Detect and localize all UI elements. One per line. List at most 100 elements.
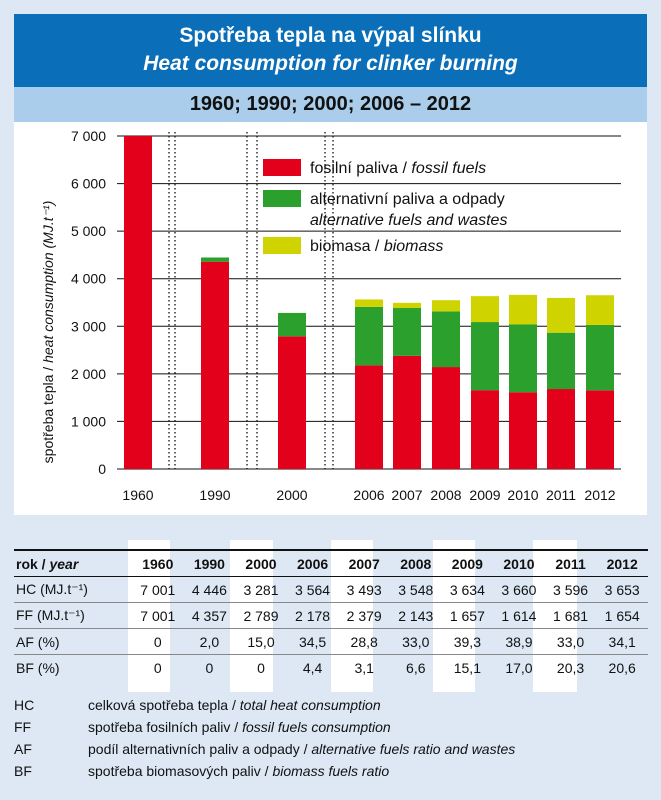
table-cell: 2 178 [295, 607, 331, 624]
table-cell: 6,6 [406, 659, 426, 676]
table-header-year: 2000 [245, 555, 277, 572]
table-header-year: 2006 [297, 555, 329, 572]
bar-fossil [201, 261, 229, 469]
table-cell: 0 [257, 659, 265, 676]
data-table: rok / year 1960 1990 2000 2006 2007 2008 2009 2… [14, 549, 648, 680]
table-header-year: 1990 [193, 555, 225, 572]
table-cell: 3 564 [295, 581, 331, 598]
table-column-highlights [128, 540, 577, 692]
abbreviation-text: spotřeba biomasových paliv / biomass fue… [88, 763, 390, 779]
bar-biomass [432, 300, 460, 312]
table-header-year: 2008 [400, 555, 432, 572]
table-cell: 7 001 [140, 581, 176, 598]
y-tick-label: 3 000 [71, 318, 106, 334]
y-tick-label: 2 000 [71, 366, 106, 382]
table-header-label: rok / year [16, 555, 79, 572]
table-row-label: BF (%) [16, 659, 60, 676]
table-cell: 3 548 [398, 581, 434, 598]
table-cell: 20,6 [608, 659, 636, 676]
bar-fossil [586, 390, 614, 469]
x-tick-label: 2012 [584, 487, 615, 503]
table-header-row: rok / year 1960 1990 2000 2006 2007 2008 2009 2… [14, 550, 648, 577]
y-tick-label: 1 000 [71, 413, 106, 429]
y-tick-label: 0 [98, 461, 106, 477]
table-cell: 0 [153, 659, 162, 676]
bar-biomass [509, 294, 537, 325]
table-cell: 20,3 [556, 659, 585, 676]
x-tick-label: 2000 [276, 487, 307, 503]
x-tick-labels: 1960 1990 2000 2006 2007 2008 2009 2010 2011 2012 [122, 487, 615, 503]
column-highlight [230, 540, 273, 692]
bar-alternative [586, 324, 614, 391]
table-cell: 4 357 [191, 607, 227, 624]
table-header-year: 2010 [503, 555, 535, 572]
table-cell: 2 379 [346, 607, 382, 624]
table-cell: 1 681 [553, 607, 589, 624]
x-tick-label: 2011 [546, 487, 576, 503]
table-cell: 0 [153, 633, 162, 650]
abbreviation-legend: HC celková spotřeba tepla / total heat co… [14, 697, 634, 785]
legend-label-biomass: biomasa / biomass [310, 238, 443, 255]
y-tick-label: 4 000 [71, 271, 106, 287]
table-cell: 3 634 [449, 581, 485, 598]
table-cell: 33,0 [402, 633, 430, 650]
table-header-year: 1960 [142, 555, 174, 572]
y-tick-label: 7 000 [71, 128, 106, 144]
bars [124, 135, 614, 469]
bar-alternative [547, 332, 575, 390]
table-row-label: AF (%) [16, 633, 60, 650]
table-cell: 3 281 [243, 581, 279, 598]
table-cell: 34,1 [608, 633, 636, 650]
bar-alternative [432, 311, 460, 368]
table-header-year: 2011 [555, 555, 586, 572]
chart-background [14, 122, 647, 515]
table-cell: 38,9 [505, 633, 533, 650]
table-cell: 3 660 [501, 581, 537, 598]
bar-fossil [393, 355, 421, 469]
table-cell: 3 596 [553, 581, 589, 598]
table-cell: 7 001 [140, 607, 176, 624]
table-header-year: 2012 [606, 555, 638, 572]
chart-area: 0 1 000 2 000 3 000 4 000 5 000 6 000 7 000 196… [14, 122, 647, 515]
table-cell: 3 653 [604, 581, 640, 598]
bar-alternative [278, 312, 306, 337]
abbreviation-text: podíl alternativních paliv a odpady / al… [88, 741, 516, 757]
bar-biomass [547, 297, 575, 333]
bar-alternative [509, 324, 537, 393]
x-tick-label: 2008 [430, 487, 461, 503]
legend-label-alternative-en: alternative fuels and wastes [310, 212, 507, 229]
abbreviation-key: AF [14, 741, 32, 757]
title-banner: Spotřeba tepla na výpal slínku Heat cons… [14, 14, 647, 87]
bar-fossil [432, 367, 460, 469]
abbreviation-item: BF spotřeba biomasových paliv / biomass f… [14, 763, 634, 785]
bar-alternative [393, 308, 421, 356]
table-header-year: 2007 [348, 555, 380, 572]
column-highlight [533, 540, 577, 692]
abbreviation-key: BF [14, 763, 32, 779]
bar-fossil [278, 336, 306, 469]
table-row: AF (%) 0 2,0 15,0 34,5 28,8 33,0 39,3 38,9 33,0 34… [14, 628, 648, 655]
table-cell: 2,0 [199, 633, 220, 650]
table-cell: 1 657 [449, 607, 485, 624]
legend-label-alternative-cz: alternativní paliva a odpady [310, 191, 505, 208]
bar-biomass [471, 296, 499, 323]
bar-alternative [471, 322, 499, 391]
title-english: Heat consumption for clinker burning [143, 52, 518, 75]
bar-fossil [124, 135, 152, 469]
table-cell: 1 654 [604, 607, 640, 624]
abbreviation-text: spotřeba fosilních paliv / fossil fuels … [88, 719, 391, 735]
x-tick-label: 2006 [353, 487, 384, 503]
bar-fossil [509, 392, 537, 469]
table-cell: 33,0 [556, 633, 585, 650]
legend-label-fossil: fosilní paliva / fossil fuels [310, 160, 486, 177]
table-cell: 15,0 [247, 633, 275, 650]
years-subheader: 1960; 1990; 2000; 2006 – 2012 [14, 87, 647, 122]
bar-alternative [201, 257, 229, 262]
bar-biomass [586, 295, 614, 325]
abbreviation-item: FF spotřeba fosilních paliv / fossil fuel… [14, 719, 634, 741]
table-cell: 4 446 [191, 581, 227, 598]
table-row: HC (MJ.t⁻¹) 7 001 4 446 3 281 3 564 3 493 3 54… [14, 577, 648, 603]
abbreviation-key: FF [14, 719, 32, 735]
y-axis-title: spotřeba tepla / heat consumption (MJ.t⁻… [40, 201, 56, 464]
legend-swatch-biomass [263, 237, 301, 254]
